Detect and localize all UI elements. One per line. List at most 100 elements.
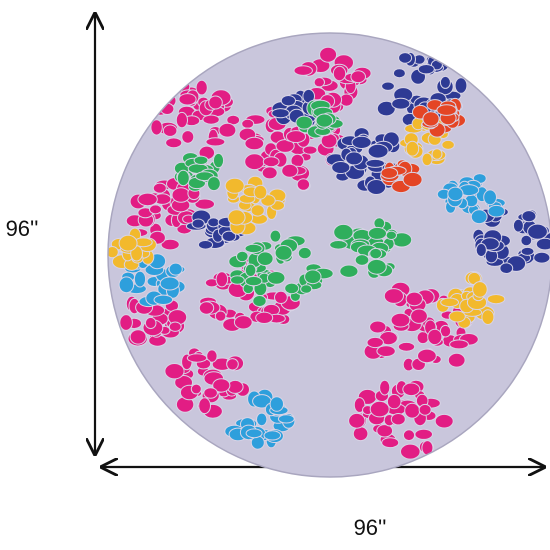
rug-pattern	[193, 155, 209, 166]
rug-pattern	[271, 108, 290, 119]
rug-pattern	[366, 336, 384, 349]
rug-pattern	[319, 46, 338, 63]
rug-pattern	[244, 263, 257, 277]
rug-pattern	[119, 314, 133, 331]
rug-pattern	[252, 295, 267, 307]
height-label: 96''	[6, 216, 39, 241]
rug-pattern	[296, 178, 311, 191]
rug-pattern	[345, 151, 364, 166]
rug-pattern	[198, 301, 215, 315]
rug-pattern	[381, 437, 400, 449]
rug-pattern	[132, 418, 149, 428]
rug-pattern	[366, 258, 387, 275]
rug	[108, 33, 550, 477]
rug-pattern	[379, 379, 391, 396]
rug-pattern	[224, 177, 245, 194]
rug-pattern	[354, 254, 370, 266]
rug-pattern	[367, 143, 389, 159]
rug-pattern	[520, 246, 535, 256]
rug-pattern	[376, 424, 394, 438]
rug-pattern	[263, 430, 282, 441]
rug-pattern	[150, 119, 163, 136]
rug-pattern	[236, 250, 249, 263]
rug-pattern	[168, 321, 182, 332]
rug-pattern	[391, 97, 411, 110]
rug-pattern	[134, 423, 154, 433]
rug-pattern	[385, 230, 397, 241]
rug-pattern	[300, 284, 313, 294]
rug-pattern	[109, 417, 131, 434]
rug-pattern	[244, 243, 263, 254]
rug-pattern	[390, 413, 406, 426]
rug-pattern	[441, 139, 455, 150]
rug-pattern	[159, 276, 180, 291]
rug-pattern	[472, 281, 488, 298]
rug-pattern	[274, 245, 293, 261]
rug-pattern	[203, 387, 218, 399]
rug-pattern	[439, 324, 452, 338]
rug-pattern	[227, 209, 246, 226]
rug-pattern	[434, 413, 454, 429]
rug-pattern	[331, 161, 351, 174]
rug-pattern	[269, 396, 284, 412]
rug-pattern	[486, 294, 506, 305]
rug-pattern	[274, 290, 288, 304]
width-label: 96''	[354, 515, 387, 540]
rug-pattern	[141, 418, 160, 434]
rug-pattern	[533, 251, 550, 264]
rug-pattern	[152, 182, 167, 194]
rug-pattern	[118, 276, 135, 294]
rug-pattern	[397, 341, 416, 352]
rug-pattern	[302, 145, 318, 155]
rug-pattern	[414, 428, 434, 440]
rug-pattern	[481, 309, 495, 326]
rug-pattern	[402, 171, 423, 188]
rug-pattern	[109, 414, 122, 431]
rug-pattern	[418, 403, 432, 416]
rug-pattern	[212, 152, 225, 169]
rug-pattern	[244, 136, 265, 151]
rug-pattern	[149, 204, 162, 215]
rug-pattern	[367, 226, 387, 240]
rug-pattern	[116, 416, 136, 429]
rug-pattern	[381, 81, 395, 91]
rug-pattern	[262, 156, 280, 168]
rug-pattern	[156, 85, 168, 102]
rug-pattern	[404, 402, 421, 419]
rug-pattern	[244, 153, 265, 171]
rug-pattern	[124, 405, 140, 422]
rug-pattern	[427, 328, 443, 346]
rug-pattern	[207, 176, 221, 192]
rug-pattern	[313, 77, 325, 88]
rug-pattern	[116, 403, 130, 418]
rug-pattern	[348, 412, 366, 429]
rug-pattern	[153, 294, 174, 305]
rug-pattern	[277, 414, 295, 424]
rug-pattern	[221, 230, 237, 243]
rug-pattern	[206, 349, 218, 363]
rug-pattern	[137, 192, 158, 207]
rug-pattern	[422, 111, 440, 127]
rug-pattern	[186, 353, 208, 363]
rug-pattern	[250, 204, 265, 217]
rug-pattern	[198, 397, 212, 415]
rug-pattern	[521, 210, 537, 223]
rug-pattern	[535, 237, 550, 251]
rug-pattern	[120, 382, 136, 394]
rug-pattern	[132, 394, 153, 410]
rug-pattern	[253, 184, 268, 200]
rug-pattern	[195, 79, 208, 96]
rug-pattern	[417, 348, 437, 364]
rug-pattern	[332, 65, 347, 82]
rug-pattern	[191, 218, 205, 229]
rug-pattern	[383, 288, 404, 304]
rug-pattern	[113, 421, 132, 439]
rug-pattern	[168, 262, 183, 276]
rug-pattern	[160, 238, 180, 251]
rug-pattern	[410, 308, 428, 324]
rug-pattern	[417, 64, 435, 75]
rug-pattern	[475, 243, 487, 257]
rug-pattern	[304, 269, 322, 285]
